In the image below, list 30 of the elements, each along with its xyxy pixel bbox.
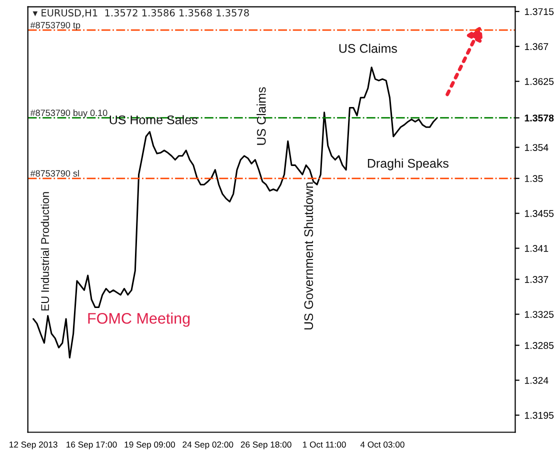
y-tick-label: 1.324 <box>524 376 548 384</box>
y-tick-label: 1.3578 <box>524 114 554 122</box>
x-tick-label: 26 Sep 18:00 <box>240 442 292 450</box>
x-tick-label: 16 Sep 17:00 <box>66 442 117 450</box>
annotation: EU Industrial Production <box>40 192 50 310</box>
y-tick-label: 1.3625 <box>524 78 554 85</box>
annotation: Draghi Speaks <box>368 158 448 170</box>
ref-line-label: #8753790 sl <box>30 170 79 177</box>
annotation: US Government Shutdown <box>304 182 314 330</box>
y-tick-label: 1.3455 <box>524 210 554 217</box>
annotation: US Claims <box>256 87 266 145</box>
x-tick-label: 4 Oct 03:00 <box>360 442 404 448</box>
y-tick-label: 1.337 <box>524 276 548 283</box>
ref-line-label: #8753790 buy 0.10 <box>30 109 108 118</box>
x-tick-label: 24 Sep 02:00 <box>182 442 234 450</box>
annotation: FOMC Meeting <box>88 312 190 327</box>
annotation: US Claims <box>339 44 397 53</box>
y-tick-label: 1.3195 <box>524 412 554 419</box>
x-tick-label: 1 Oct 11:00 <box>302 442 346 448</box>
y-tick-label: 1.3325 <box>524 310 554 318</box>
ref-line-label: #8753790 tp <box>30 22 80 30</box>
x-tick-label: 12 Sep 2013 <box>10 442 58 450</box>
chart-title: ▾ EURUSD,H1 1.3572 1.3586 1.3568 1.3578 <box>32 9 249 18</box>
y-tick-label: 1.3285 <box>524 342 554 349</box>
y-tick-label: 1.367 <box>524 43 548 50</box>
y-tick-label: 1.341 <box>524 244 548 252</box>
y-tick-label: 1.3715 <box>524 8 554 16</box>
x-tick-label: 19 Sep 09:00 <box>124 442 175 450</box>
y-tick-label: 1.354 <box>524 144 548 151</box>
y-tick-label: 1.35 <box>524 175 543 182</box>
